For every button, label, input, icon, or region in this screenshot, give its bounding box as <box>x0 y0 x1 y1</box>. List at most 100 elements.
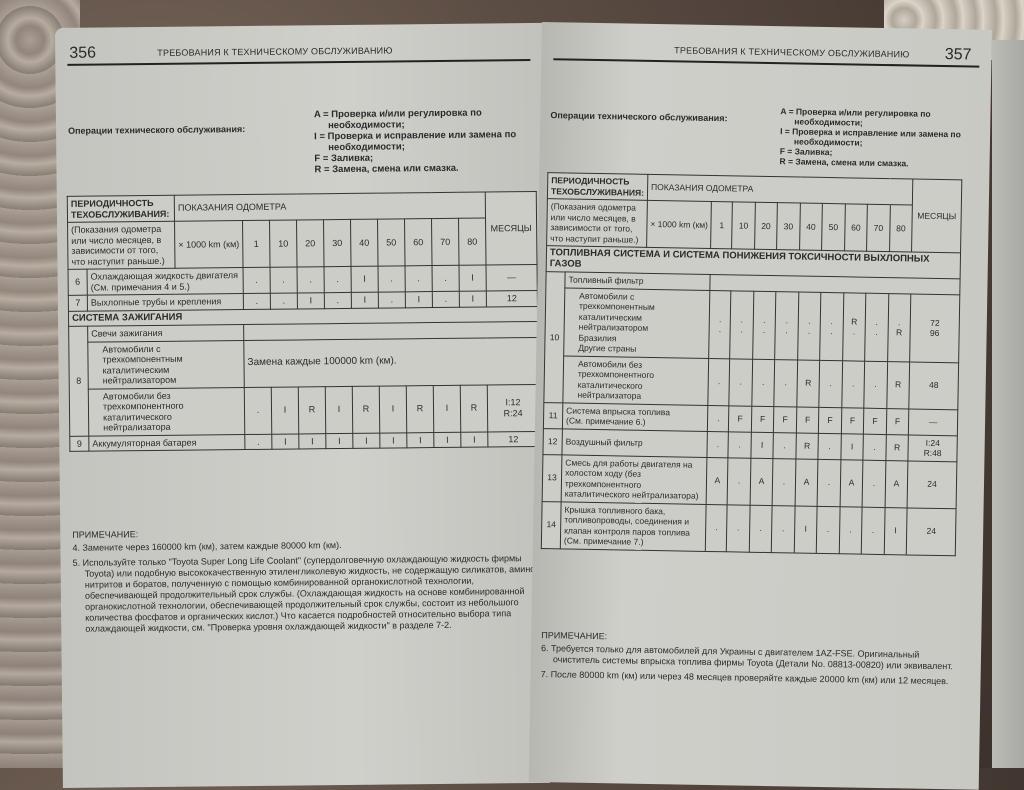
item-number: 9 <box>69 435 89 452</box>
months-cell: 24 <box>906 507 957 556</box>
months-cell: — <box>908 408 958 436</box>
page-number: 357 <box>944 46 972 64</box>
schedule-cell: . <box>838 506 863 554</box>
item-number: 6 <box>68 269 88 296</box>
schedule-cell: I <box>459 290 487 307</box>
schedule-cell: . . <box>729 290 754 359</box>
notes: ПРИМЕЧАНИЕ: 6. Требуется только для автом… <box>540 630 961 691</box>
schedule-cell: . <box>432 291 460 308</box>
table-row: 14 Крышка топливного бака, топливопроводы… <box>541 501 957 556</box>
months-cell: 48 <box>908 361 959 410</box>
schedule-cell: . <box>726 504 750 552</box>
subrow-label: Автомобили с трехкомпонентным каталитиче… <box>87 340 245 389</box>
odometer-note: (Показания одометра или число месяцев, в… <box>546 198 648 248</box>
schedule-cell: . . <box>819 291 844 361</box>
item-number: 12 <box>542 428 563 455</box>
schedule-cell: I <box>379 432 407 449</box>
interval-header: 30 <box>776 202 801 251</box>
table-subrow: Автомобили без трехкомпонентного каталит… <box>544 355 959 410</box>
schedule-cell: . <box>707 404 730 432</box>
schedule-cell: I <box>433 384 461 433</box>
schedule-cell: I <box>405 291 433 308</box>
interval-header: 20 <box>754 202 778 250</box>
schedule-cell: . <box>707 430 729 458</box>
schedule-cell: A <box>706 456 729 505</box>
schedule-cell: . <box>862 459 886 508</box>
interval-header: 80 <box>458 218 487 266</box>
schedule-cell: R <box>460 384 488 432</box>
months-cell: — <box>486 264 538 291</box>
item-number: 8 <box>68 326 89 436</box>
schedule-cell: F <box>886 408 909 435</box>
interval-header: 80 <box>889 204 913 252</box>
table-row: 13 Смесь для работы двигателя на холостом… <box>542 454 957 509</box>
schedule-cell: . . <box>797 291 822 360</box>
schedule-cell: F <box>773 406 797 433</box>
interval-header: 40 <box>799 203 823 251</box>
schedule-cell: . <box>864 360 888 409</box>
schedule-cell: . <box>818 432 842 460</box>
note-item: 5. Используйте только "Toyota Super Long… <box>72 553 543 634</box>
interval-row: (Показания одометра или число месяцев, в… <box>546 198 962 253</box>
subrow-label: Автомобили без трехкомпонентного каталит… <box>562 355 710 405</box>
schedule-cell: R . <box>842 292 867 361</box>
months-cell: 72 96 <box>909 293 960 363</box>
schedule-cell: R <box>796 359 820 407</box>
schedule-cell: . <box>244 433 272 450</box>
schedule-cell: R <box>886 361 910 409</box>
interval-header: 1 <box>711 201 733 249</box>
span-text: Замена каждые 100000 km (км). <box>243 336 539 388</box>
note-item: 4. Замените через 160000 km (км), затем … <box>72 540 342 553</box>
schedule-cell: I <box>325 385 353 434</box>
unit-label: × 1000 km (км) <box>646 200 712 249</box>
odometer-label: ПОКАЗАНИЯ ОДОМЕТРА <box>174 192 486 222</box>
schedule-cell: . <box>817 458 841 507</box>
schedule-cell: I <box>351 266 379 293</box>
item-subheader: Свечи зажигания <box>87 324 244 342</box>
schedule-cell: F <box>818 406 842 434</box>
interval-header: 50 <box>821 203 846 251</box>
operations-label: Операции технического обслуживания: <box>550 110 728 124</box>
header-title: ТРЕБОВАНИЯ К ТЕХНИЧЕСКОМУ ОБСЛУЖИВАНИЮ <box>674 45 910 60</box>
legend-item: A = Проверка и/или регулировка по необхо… <box>313 107 482 132</box>
schedule-cell: I <box>297 292 325 309</box>
interval-header: 40 <box>350 219 379 267</box>
months-cell: 12 <box>486 290 538 307</box>
schedule-cell: I <box>883 507 908 555</box>
page-edges <box>992 40 1024 768</box>
schedule-cell: . <box>324 292 352 309</box>
item-number: 14 <box>541 501 562 549</box>
item-label: Воздушный фильтр <box>561 428 708 457</box>
interval-header: 50 <box>377 218 406 267</box>
schedule-cell: R <box>298 386 326 434</box>
schedule-cell: . . <box>752 290 777 360</box>
schedule-cell: . <box>378 265 406 293</box>
legend-item: I = Проверка и исправление или замена по… <box>314 129 517 154</box>
schedule-cell: . . <box>709 289 732 359</box>
schedule-cell: . <box>243 293 271 310</box>
schedule-cell: . <box>405 265 433 292</box>
schedule-cell: I <box>271 386 299 434</box>
header-title: ТРЕБОВАНИЯ К ТЕХНИЧЕСКОМУ ОБСЛУЖИВАНИЮ <box>157 45 393 58</box>
notes: ПРИМЕЧАНИЕ: 4. Замените через 160000 km (… <box>72 525 543 639</box>
interval-header: 60 <box>404 218 433 266</box>
interval-row: (Показания одометра или число месяцев, в… <box>67 217 537 270</box>
schedule-cell: I <box>352 432 380 449</box>
interval-header: 70 <box>866 204 891 252</box>
schedule-cell: I <box>298 433 326 449</box>
schedule-cell: . <box>297 266 325 293</box>
schedule-cell: R <box>352 385 380 433</box>
schedule-cell: F <box>841 407 865 434</box>
note-item: 6. Требуется только для автомобилей для … <box>540 643 954 672</box>
legend: A = Проверка и/или регулировка по необхо… <box>780 106 981 169</box>
maintenance-table: ПЕРИОДИЧНОСТЬ ТЕХОБСЛУЖИВАНИЯ: ПОКАЗАНИЯ … <box>540 172 963 556</box>
schedule-cell: . <box>749 504 773 553</box>
schedule-cell: . <box>861 506 885 555</box>
maintenance-table: ПЕРИОДИЧНОСТЬ ТЕХОБСЛУЖИВАНИЯ: ПОКАЗАНИЯ … <box>66 190 540 452</box>
months-cell: 24 <box>907 460 957 509</box>
item-number: 13 <box>542 454 562 502</box>
schedule-cell: . <box>705 503 728 552</box>
schedule-cell: I <box>459 264 487 292</box>
subrow-label: Автомобили с трехкомпонентным каталитиче… <box>563 287 711 358</box>
months-cell: 12 <box>487 430 539 447</box>
